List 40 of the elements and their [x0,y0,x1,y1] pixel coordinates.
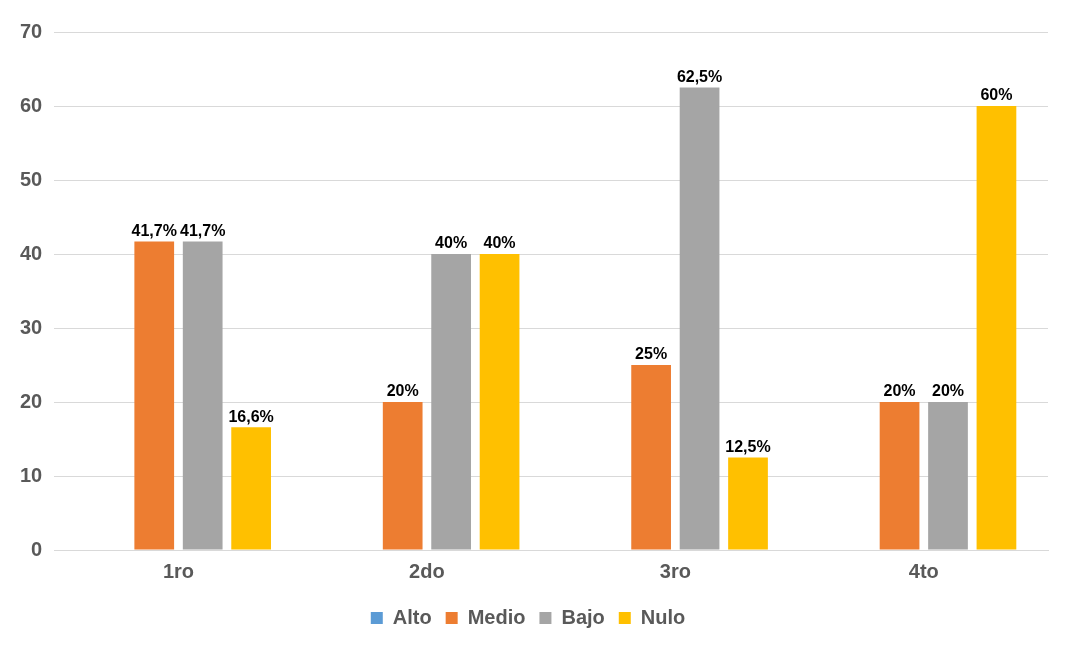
y-tick-label: 30 [20,315,43,338]
data-label: 20% [386,382,419,400]
bar [631,365,671,550]
data-label: 25% [635,345,668,363]
y-tick-label: 10 [20,463,43,486]
bar [182,241,223,550]
y-tick-label: 50 [20,167,43,190]
legend-label: Nulo [640,605,686,628]
x-tick-label: 1ro [162,559,195,582]
y-tick-label: 40 [20,241,43,264]
data-label: 60% [980,86,1013,104]
y-tick-label: 0 [31,537,43,560]
data-label: 40% [483,234,516,252]
bar [479,254,520,550]
data-label: 20% [931,382,965,400]
bar [928,402,968,550]
data-label: 20% [883,382,916,400]
y-tick-label: 20 [20,389,43,412]
x-tick-label: 2do [409,559,445,582]
legend-label: Medio [467,605,526,628]
bar [679,87,720,550]
data-label: 16,6% [228,407,274,425]
bar [382,402,423,550]
x-tick-label: 4to [908,559,939,582]
x-tick-label: 3ro [659,559,691,582]
bar [728,457,768,550]
data-label: 62,5% [676,67,723,85]
legend-label: Bajo [561,605,605,628]
bar [879,402,920,550]
bar [431,254,471,550]
data-label: 41,7% [131,221,177,239]
bar [134,241,175,550]
data-label: 12,5% [725,437,771,455]
bar [976,106,1017,550]
legend-label: Alto [392,605,432,628]
data-label: 41,7% [180,221,226,239]
y-tick-label: 70 [20,19,43,42]
bar [231,427,271,550]
data-label: 40% [435,234,468,252]
y-tick-label: 60 [20,93,43,116]
